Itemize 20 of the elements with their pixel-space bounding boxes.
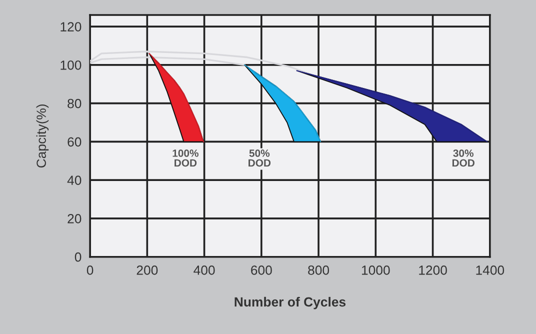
annotation: 100% DOD bbox=[172, 150, 198, 167]
y-tick-label: 0 bbox=[74, 252, 82, 262]
annotation: 30% DOD bbox=[452, 150, 474, 167]
y-tick-label: 80 bbox=[68, 98, 82, 108]
y-tick-label: 100 bbox=[60, 60, 82, 70]
x-tick-label: 1400 bbox=[476, 266, 504, 275]
x-tick-label: 200 bbox=[136, 266, 158, 275]
y-tick-label: 60 bbox=[68, 137, 82, 147]
y-tick-label: 20 bbox=[68, 214, 82, 224]
y-tick-label: 120 bbox=[60, 22, 82, 32]
annotation: 50% DOD bbox=[248, 150, 271, 167]
x-tick-label: 400 bbox=[194, 266, 215, 275]
y-axis-title: Capcity(%) bbox=[36, 104, 49, 168]
x-axis-title: Number of Cycles bbox=[234, 296, 346, 310]
x-tick-label: 1200 bbox=[419, 266, 447, 275]
x-tick-label: 800 bbox=[308, 266, 330, 275]
y-tick-label: 40 bbox=[67, 176, 82, 185]
x-tick-label: 600 bbox=[251, 266, 272, 275]
x-tick-label: 0 bbox=[86, 266, 94, 275]
x-tick-label: 1000 bbox=[362, 266, 390, 275]
